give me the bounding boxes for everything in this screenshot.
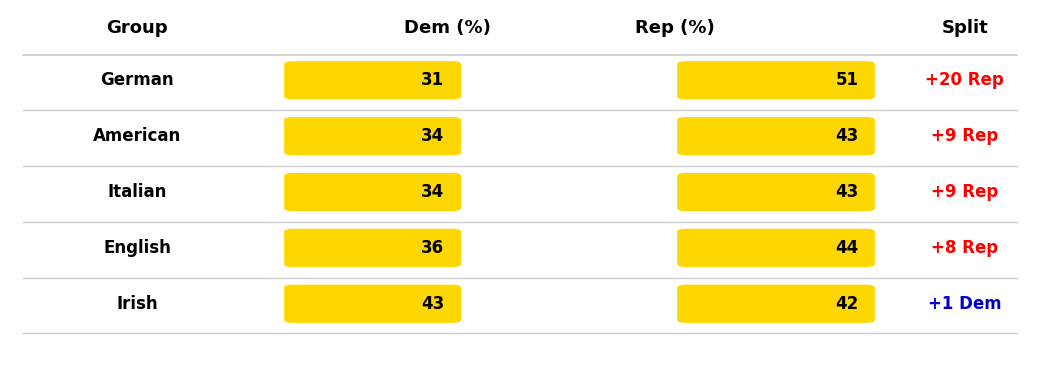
Text: American: American	[94, 127, 181, 145]
Text: 34: 34	[421, 183, 444, 201]
FancyBboxPatch shape	[284, 173, 461, 211]
FancyBboxPatch shape	[284, 229, 461, 267]
FancyBboxPatch shape	[677, 285, 875, 323]
Text: 43: 43	[421, 295, 444, 313]
Text: 42: 42	[835, 295, 858, 313]
Text: +9 Rep: +9 Rep	[931, 183, 998, 201]
Text: 51: 51	[835, 71, 858, 89]
FancyBboxPatch shape	[284, 285, 461, 323]
Text: 36: 36	[421, 239, 444, 257]
FancyBboxPatch shape	[284, 117, 461, 155]
Text: Dem (%): Dem (%)	[405, 19, 491, 37]
Text: Irish: Irish	[116, 295, 158, 313]
FancyBboxPatch shape	[677, 229, 875, 267]
Text: +8 Rep: +8 Rep	[931, 239, 998, 257]
FancyBboxPatch shape	[677, 173, 875, 211]
Text: 43: 43	[835, 183, 858, 201]
Text: +1 Dem: +1 Dem	[928, 295, 1002, 313]
Text: Rep (%): Rep (%)	[635, 19, 716, 37]
Text: 31: 31	[421, 71, 444, 89]
Text: +20 Rep: +20 Rep	[926, 71, 1005, 89]
Text: Group: Group	[106, 19, 168, 37]
Text: 44: 44	[835, 239, 858, 257]
FancyBboxPatch shape	[677, 117, 875, 155]
Text: +9 Rep: +9 Rep	[931, 127, 998, 145]
Text: English: English	[103, 239, 172, 257]
Text: German: German	[101, 71, 174, 89]
Text: Split: Split	[941, 19, 988, 37]
Text: 43: 43	[835, 127, 858, 145]
FancyBboxPatch shape	[677, 61, 875, 100]
Text: Italian: Italian	[107, 183, 167, 201]
Text: 34: 34	[421, 127, 444, 145]
FancyBboxPatch shape	[284, 61, 461, 100]
